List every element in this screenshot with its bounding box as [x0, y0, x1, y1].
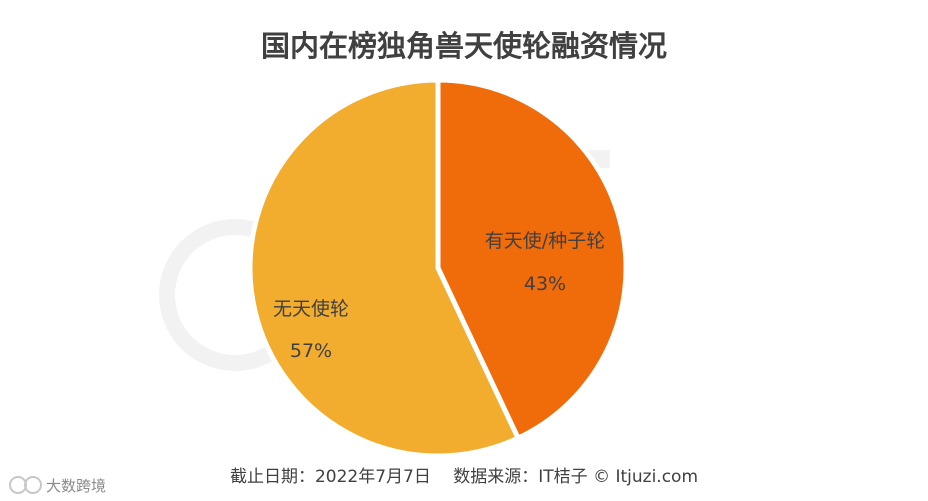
brand-logo-icon [9, 476, 42, 494]
pie-slice-seed [435, 77, 629, 441]
brand-watermark-text: 大数跨境 [46, 477, 106, 495]
pie-slices [247, 77, 629, 459]
source-note: 截止日期：2022年7月7日 数据来源：IT桔子 © Itjuzi.com [230, 467, 698, 487]
chart-title: 国内在榜独角兽天使轮融资情况 [261, 29, 667, 63]
pie-slice-no-angel [247, 77, 521, 459]
slice-value-no-angel: 57% [290, 340, 332, 362]
brand-watermark: 大数跨境 [9, 476, 106, 495]
slice-label-no-angel: 无天使轮 [273, 298, 349, 320]
slice-label-seed: 有天使/种子轮 [485, 230, 605, 252]
slice-value-seed: 43% [524, 273, 566, 295]
